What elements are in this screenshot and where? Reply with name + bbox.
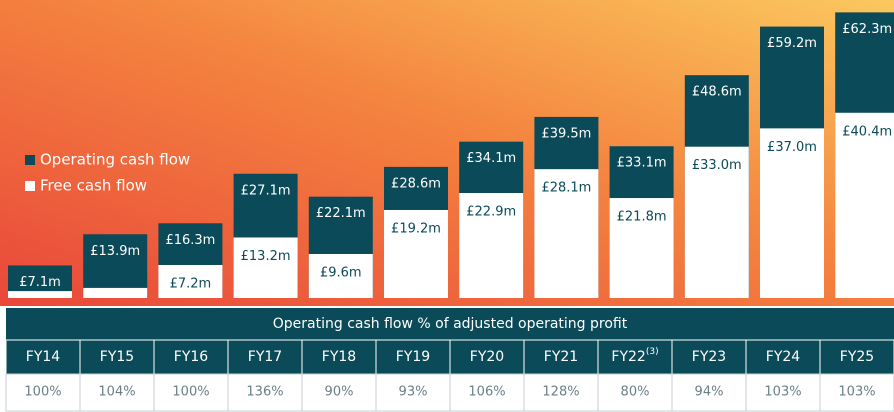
table-value: 94% — [695, 385, 724, 400]
bar — [233, 237, 298, 298]
category-label: FY21 — [544, 349, 578, 365]
table-cell — [79, 373, 155, 412]
category-note: (3) — [646, 347, 659, 357]
category-label: FY16 — [174, 349, 209, 365]
data-label: £7.2m — [170, 276, 212, 291]
bar — [83, 234, 148, 298]
category-text: FY18 — [322, 349, 356, 365]
table-title-row — [6, 308, 894, 340]
data-label: £19.2m — [391, 221, 441, 236]
table-cell — [819, 373, 894, 412]
bar — [835, 112, 894, 298]
category-text: FY23 — [692, 349, 726, 365]
data-label: £22.1m — [316, 206, 366, 221]
data-label: £59.2m — [767, 36, 817, 51]
data-label: £62.3m — [842, 22, 892, 37]
data-label: £13.2m — [241, 249, 291, 264]
table-header-cell — [819, 339, 894, 375]
bar — [684, 146, 749, 298]
table-value: 93% — [399, 385, 428, 400]
bar — [158, 264, 223, 298]
table-value: 100% — [172, 385, 209, 400]
table-cell — [523, 373, 599, 412]
bar — [308, 253, 373, 298]
table-value: 80% — [621, 385, 650, 400]
category-label: FY18 — [322, 349, 356, 365]
data-label: £16.3m — [165, 233, 215, 248]
table-value: 104% — [98, 385, 135, 400]
table-header-cell — [227, 339, 303, 375]
data-label: £7.1m — [19, 275, 61, 290]
legend-label: Operating cash flow — [40, 151, 190, 169]
category-text: FY20 — [470, 349, 504, 365]
bar — [760, 128, 824, 298]
category-text: FY14 — [26, 349, 61, 365]
category-text: FY21 — [544, 349, 578, 365]
data-label: £37.0m — [767, 140, 817, 155]
data-label: £34.1m — [466, 151, 516, 166]
table-cell — [153, 373, 229, 412]
table-value: 103% — [764, 385, 801, 400]
table-header-cell — [745, 339, 821, 375]
table-header-cell — [375, 339, 451, 375]
table-value: 106% — [468, 385, 505, 400]
category-label: FY20 — [470, 349, 504, 365]
category-label: FY24 — [766, 349, 801, 365]
bar — [384, 209, 448, 298]
data-label: £40.4m — [842, 124, 892, 139]
bar — [534, 169, 599, 298]
category-text: FY24 — [766, 349, 801, 365]
legend-swatch — [25, 155, 35, 165]
table-cell — [301, 373, 377, 412]
category-label: FY22(3) — [611, 347, 658, 366]
table-cell — [449, 373, 525, 412]
table-cell — [671, 373, 747, 412]
category-text: FY19 — [396, 349, 430, 365]
category-label: FY25 — [840, 349, 874, 365]
category-label: FY23 — [692, 349, 726, 365]
legend-label: Free cash flow — [40, 177, 147, 195]
category-text: FY16 — [174, 349, 209, 365]
category-label: FY17 — [248, 349, 282, 365]
category-text: FY25 — [840, 349, 874, 365]
category-label: FY14 — [26, 349, 61, 365]
table-value: 90% — [325, 385, 354, 400]
category-label: FY15 — [100, 349, 134, 365]
data-label: £48.6m — [692, 85, 742, 100]
bar — [83, 287, 148, 298]
data-label: £39.5m — [541, 126, 591, 141]
category-label: FY19 — [396, 349, 430, 365]
data-label: £22.9m — [466, 205, 516, 220]
category-text: FY22 — [611, 349, 645, 365]
bar — [459, 193, 524, 298]
table-cell — [375, 373, 451, 412]
data-label: £33.0m — [692, 158, 742, 173]
table-header-cell — [449, 339, 525, 375]
legend-swatch — [25, 181, 35, 191]
table-value: 100% — [24, 385, 61, 400]
table-header-cell — [301, 339, 377, 375]
data-label: £33.1m — [617, 156, 667, 171]
data-label: £28.6m — [391, 176, 441, 191]
data-label: £27.1m — [241, 183, 291, 198]
data-label: £9.6m — [320, 265, 362, 280]
data-label: £13.9m — [90, 244, 140, 259]
table-header-cell — [79, 339, 155, 375]
table-value: 103% — [838, 385, 875, 400]
bar — [609, 198, 674, 298]
table-value: 136% — [246, 385, 283, 400]
table-cell — [745, 373, 821, 412]
table-title: Operating cash flow % of adjusted operat… — [273, 316, 628, 332]
bar — [8, 291, 72, 298]
data-label: £21.8m — [617, 210, 667, 225]
category-text: FY17 — [248, 349, 282, 365]
data-label: £28.1m — [541, 181, 591, 196]
table-header-cell — [153, 339, 229, 375]
table-value: 128% — [542, 385, 579, 400]
table-cell — [597, 373, 673, 412]
category-text: FY15 — [100, 349, 134, 365]
